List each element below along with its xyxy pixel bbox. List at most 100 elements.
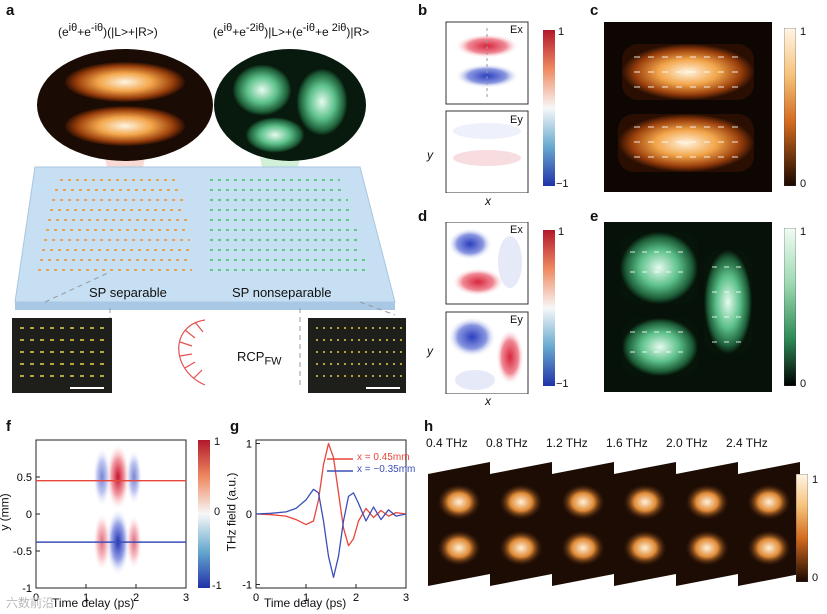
arrow-field-green: [210, 179, 368, 271]
y-axis-label: THz field (a.u.): [224, 472, 239, 552]
series-line-2: [255, 488, 407, 579]
legend-series-2: x = −0.35mm: [357, 464, 416, 475]
colorbar-mid-label: 0: [214, 506, 221, 518]
formula-text: -2iθ: [245, 22, 265, 34]
panel-label-c: c: [590, 2, 599, 19]
colorbar-d: [543, 230, 555, 386]
x-tick-label: 1: [83, 592, 89, 604]
y-tick-label: -0.5: [13, 546, 32, 558]
lobe-upper-left: [620, 232, 698, 304]
plot-frame: [255, 439, 407, 589]
lower-lobe: [618, 114, 754, 172]
x-tick-label: 0: [253, 592, 259, 604]
colorbar-gradient: [784, 28, 796, 186]
colorbar-bottom-label: 0: [800, 178, 807, 190]
frame-lower-lobe: [499, 530, 543, 566]
formula-text: +e: [314, 25, 329, 39]
y-tick-label: -1: [22, 583, 32, 595]
ey-blue-lobe: [448, 317, 496, 357]
panel-label-h: h: [424, 418, 434, 435]
formula-text: (e: [213, 25, 224, 39]
formula-text: -iθ: [302, 22, 315, 34]
frame-upper-lobe: [437, 484, 481, 520]
frame-background: [552, 462, 614, 586]
metasurface-slab: [14, 166, 396, 303]
formula-text: -iθ: [90, 22, 104, 34]
lobe-bottom: [65, 106, 185, 146]
colorbar-gradient: [543, 230, 555, 386]
polarization-arrows: [630, 251, 744, 353]
frame-background: [676, 462, 738, 586]
metasurface-illustration: [12, 49, 406, 393]
panel-label-f: f: [6, 418, 11, 435]
frame-background: [490, 462, 552, 586]
formula-text: +e: [77, 25, 91, 39]
frame-lower-lobe: [561, 530, 605, 566]
x-tick-label: 0: [33, 592, 39, 604]
x-tick-label: 2: [353, 592, 359, 604]
label-rcp: RCPFW: [237, 349, 282, 368]
colorbar-top-label: 1: [214, 436, 221, 448]
lobe-a: [232, 64, 292, 116]
rcp-text: RCP: [237, 349, 265, 364]
label-ex: Ex: [510, 24, 523, 36]
sem-image-separable: [12, 318, 112, 393]
panel-h-frequency-stack: [428, 462, 800, 586]
connector: [44, 271, 111, 303]
x-tick-label: 3: [403, 592, 409, 604]
ex-faint-lobe: [498, 236, 522, 288]
frequency-label: 2.0 THz: [666, 436, 708, 450]
frame-lower-lobe: [685, 530, 729, 566]
colorbar-bottom-label: 0: [800, 378, 807, 390]
frame-lower-lobe: [623, 530, 667, 566]
panel-label-a: a: [6, 2, 15, 19]
colorbar-bottom-label: 0: [812, 572, 819, 584]
frequency-frame: [614, 462, 676, 586]
legend-series-1: x = 0.45mm: [357, 452, 410, 463]
frequency-label: 1.2 THz: [546, 436, 588, 450]
slab-edge: [15, 302, 395, 310]
legend-keys: [327, 458, 353, 472]
rcp-subscript: FW: [264, 355, 282, 368]
colorbar-e: [784, 228, 796, 386]
x-tick-label: 3: [183, 592, 189, 604]
y-tick-label: 1: [246, 439, 252, 451]
colorbar-top-label: 1: [558, 226, 565, 238]
colorbar-b: [543, 30, 555, 186]
formula-text: (e: [58, 25, 69, 39]
lobe-right: [704, 250, 752, 354]
frame-lower-lobe: [437, 530, 481, 566]
frequency-frame: [490, 462, 552, 586]
formula-text: )(|L>+|R>): [103, 25, 158, 39]
panel-c-intensity-map: [604, 22, 772, 192]
chart-f: 0 1 2 3 0.5 0 -0.5 -1: [13, 439, 210, 604]
lobe-c: [245, 117, 305, 153]
ex-red-lobe: [452, 268, 504, 296]
y-axis-label: y (mm): [0, 493, 12, 530]
frequency-label: 2.4 THz: [726, 436, 768, 450]
panel-label-b: b: [418, 2, 428, 19]
sem-image-nonseparable: [308, 318, 406, 393]
frame-background: [614, 462, 676, 586]
connector: [359, 301, 396, 316]
label-sp-separable: SP separable: [89, 285, 167, 300]
x-tick-label: 2: [133, 592, 139, 604]
ey-red-lobe: [496, 329, 524, 385]
x-axis-label: x: [485, 394, 491, 408]
formula-text: )|L>+(e: [264, 25, 303, 39]
frame-lower-lobe: [747, 530, 791, 566]
formula-text: 2iθ: [328, 22, 347, 34]
x-tick-label: 1: [303, 592, 309, 604]
frame-upper-lobe: [685, 484, 729, 520]
y-axis-label: y: [427, 344, 433, 358]
label-ex: Ex: [510, 224, 523, 236]
colorbar-bottom-label: −1: [556, 378, 569, 390]
frequency-label: 1.6 THz: [606, 436, 648, 450]
ex-blue-lobe: [448, 228, 492, 260]
upper-lobe: [622, 44, 754, 100]
x-axis-label: Time delay (ps): [264, 596, 347, 610]
frame-background: [428, 462, 490, 586]
panel-label-e: e: [590, 208, 599, 225]
formula-text: iθ: [68, 22, 78, 34]
colorbar-gradient: [543, 30, 555, 186]
